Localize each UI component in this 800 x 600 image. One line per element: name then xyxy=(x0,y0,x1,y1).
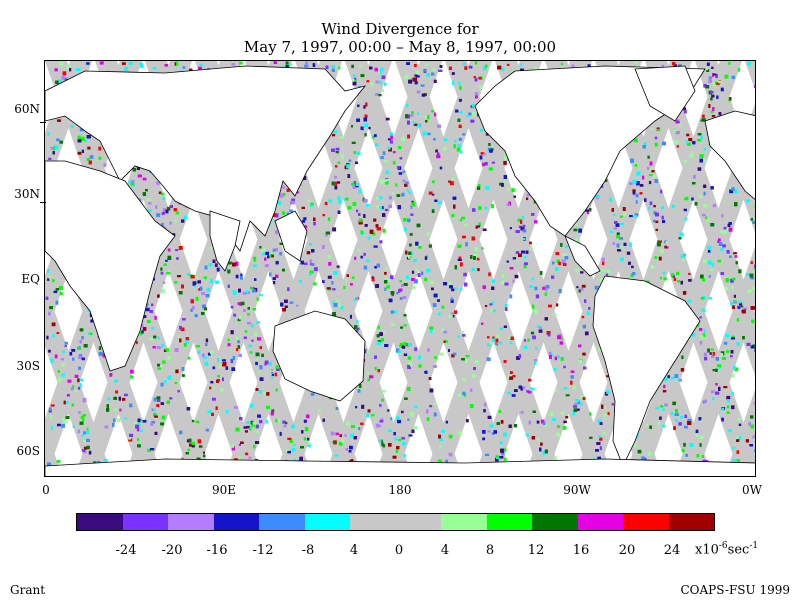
lat-label-30s: 30S xyxy=(16,359,41,373)
colorbar-swatch xyxy=(304,514,350,530)
colorbar-swatch xyxy=(395,514,441,530)
swath-band xyxy=(374,61,542,476)
colorbar-swatch xyxy=(486,514,532,530)
se-asia-landmass xyxy=(274,210,308,262)
colorbar-label: -24 xyxy=(115,543,137,558)
colorbar-swatch xyxy=(441,514,487,530)
colorbar-swatch xyxy=(259,514,305,530)
colorbar-swatch xyxy=(623,514,669,530)
lon-label-90e: 90E xyxy=(211,483,237,497)
colorbar-swatch xyxy=(532,514,578,530)
lat-tick-60n xyxy=(40,122,46,123)
lon-label-90w: 90W xyxy=(563,483,591,497)
lat-label-30n: 30N xyxy=(14,187,40,201)
colorbar-unit-mid: sec xyxy=(727,542,750,558)
map-canvas xyxy=(45,61,755,476)
lon-label-0: 0 xyxy=(42,483,50,497)
lon-label-180: 180 xyxy=(388,483,412,497)
colorbar-label: -16 xyxy=(206,543,228,558)
colorbar-label: -20 xyxy=(161,543,183,558)
swath-band xyxy=(674,246,755,476)
lat-label-eq: EQ xyxy=(21,272,40,286)
colorbar-unit-exp2: -1 xyxy=(749,541,759,551)
colorbar xyxy=(76,513,715,531)
colorbar-swatch xyxy=(168,514,214,530)
colorbar-label: 20 xyxy=(618,543,636,558)
colorbar-swatch xyxy=(213,514,259,530)
land-layer xyxy=(45,65,755,476)
colorbar-unit-prefix: x10 xyxy=(695,542,719,558)
lat-tick-30n xyxy=(40,202,46,203)
colorbar-label: -12 xyxy=(252,543,274,558)
eurasia-landmass xyxy=(45,65,367,252)
colorbar-label: 24 xyxy=(663,543,681,558)
colorbar-label: 4 xyxy=(440,543,450,558)
colorbar-swatch xyxy=(668,514,714,530)
footer-credit: COAPS-FSU 1999 xyxy=(680,583,791,597)
map-plot-area xyxy=(44,60,756,477)
chart-title-line-2: May 7, 1997, 00:00 – May 8, 1997, 00:00 xyxy=(243,38,557,56)
colorbar-label: 12 xyxy=(527,543,545,558)
swath-band xyxy=(745,61,755,90)
africa-landmass xyxy=(45,160,176,372)
colorbar-swatch xyxy=(77,514,123,530)
colorbar-label: 8 xyxy=(485,543,495,558)
chart-title-line-1: Wind Divergence for xyxy=(321,20,479,38)
colorbar-unit-exp1: -6 xyxy=(718,541,728,551)
swath-band xyxy=(724,389,755,476)
lat-label-60s: 60S xyxy=(16,444,41,458)
colorbar-swatch xyxy=(577,514,623,530)
lat-label-60n: 60N xyxy=(14,102,40,116)
colorbar-unit: x10-6sec-1 xyxy=(695,541,758,557)
australia-landmass xyxy=(272,310,366,402)
swath-band xyxy=(224,61,392,476)
antarctica-landmass xyxy=(45,458,755,476)
colorbar-label: -8 xyxy=(301,543,315,558)
colorbar-swatch xyxy=(122,514,168,530)
lon-label-0w: 0W xyxy=(742,483,762,497)
greenland-landmass xyxy=(634,65,696,122)
swath-band xyxy=(645,61,755,376)
colorbar-label: 4 xyxy=(349,543,359,558)
central-america-landmass xyxy=(564,235,601,277)
footer-author: Grant xyxy=(10,583,46,597)
colorbar-label: 16 xyxy=(572,543,590,558)
colorbar-swatch xyxy=(350,514,396,530)
india-landmass xyxy=(209,210,241,272)
europe-west-landmass xyxy=(704,110,755,200)
south-america-landmass xyxy=(592,275,701,467)
colorbar-label: 0 xyxy=(394,543,404,558)
